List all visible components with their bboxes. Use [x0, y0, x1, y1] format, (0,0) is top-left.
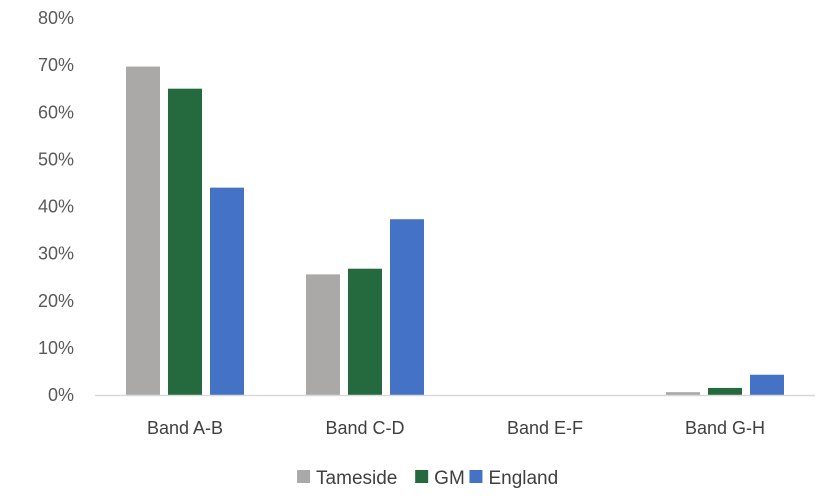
legend-swatch	[297, 470, 311, 483]
bar-england	[390, 219, 424, 395]
y-tick-label: 80%	[38, 8, 74, 28]
x-tick-label: Band A-B	[147, 418, 223, 438]
y-axis: 0% 10% 20% 30% 40% 50% 60% 70% 80%	[38, 8, 74, 405]
bars	[126, 66, 784, 395]
legend-swatch	[469, 470, 483, 483]
y-tick-label: 50%	[38, 149, 74, 169]
bar-gm	[168, 88, 202, 395]
y-tick-label: 20%	[38, 291, 74, 311]
bar-tameside	[306, 274, 340, 395]
y-tick-label: 70%	[38, 55, 74, 75]
x-tick-label: Band G-H	[685, 418, 765, 438]
y-tick-label: 10%	[38, 338, 74, 358]
bar-tameside	[666, 392, 700, 395]
x-tick-label: Band E-F	[507, 418, 583, 438]
x-axis: Band A-B Band C-D Band E-F Band G-H	[95, 394, 815, 438]
bar-tameside	[126, 66, 160, 395]
legend-label: GM	[434, 468, 465, 489]
y-tick-label: 60%	[38, 102, 74, 122]
y-tick-label: 30%	[38, 244, 74, 264]
x-tick-label: Band C-D	[325, 418, 404, 438]
y-tick-label: 40%	[38, 197, 74, 217]
bar-england	[210, 187, 244, 395]
legend: Tameside GM England	[297, 468, 558, 489]
bar-gm	[348, 268, 382, 395]
bar-england	[750, 374, 784, 395]
legend-label: Tameside	[316, 468, 397, 489]
y-tick-label: 0%	[48, 385, 74, 405]
legend-swatch	[415, 470, 429, 483]
bar-gm	[708, 387, 742, 395]
legend-label: England	[488, 468, 558, 489]
